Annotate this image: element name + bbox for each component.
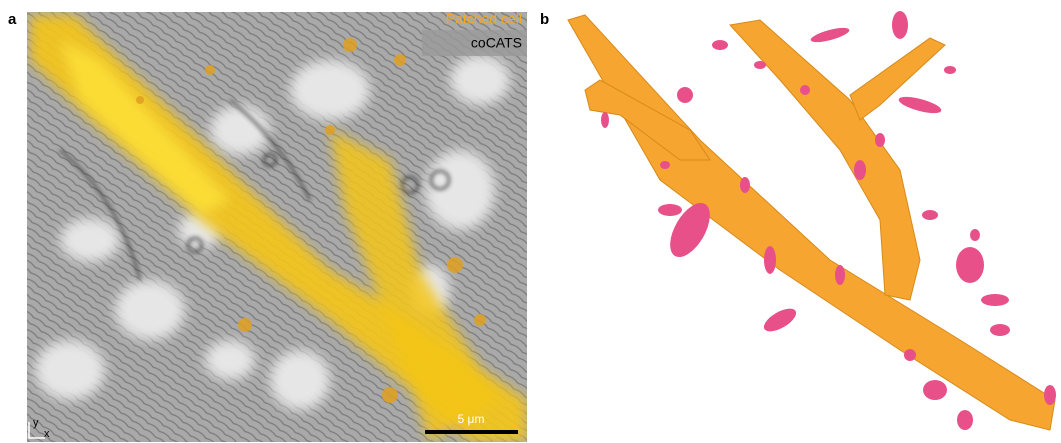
axis-label: x xyxy=(44,428,50,440)
axis-label: y xyxy=(33,417,39,429)
panel-label: a xyxy=(8,11,17,28)
legend-entry: Patched cell xyxy=(446,11,522,27)
micrograph xyxy=(27,12,527,442)
figure: a xyxy=(0,0,1061,443)
dendrite-render xyxy=(568,11,1056,430)
scale-bar-label: 5 μm xyxy=(458,412,485,426)
panel-label: b xyxy=(540,11,549,28)
legend-entry: coCATS xyxy=(471,35,522,51)
